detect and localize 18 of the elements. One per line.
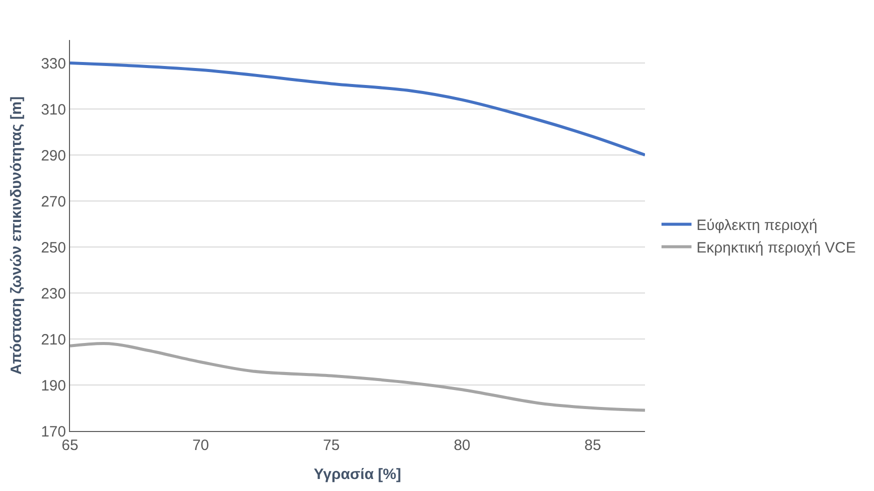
x-tick-label: 80 (454, 437, 470, 454)
y-tick-label: 310 (40, 101, 66, 118)
y-tick-label: 210 (40, 331, 66, 348)
y-tick-label: 270 (40, 193, 66, 210)
line-series (70, 342, 645, 412)
x-tick-label: 85 (584, 437, 602, 454)
line-series (70, 62, 645, 156)
x-axis-title: Υγρασία [%] (314, 466, 402, 483)
y-tick-label: 330 (40, 55, 66, 72)
y-tick-label: 190 (40, 377, 66, 394)
x-tick-label: 70 (192, 437, 210, 454)
legend-label: Εύφλεκτη περιοχή (696, 217, 818, 234)
x-tick-label: 75 (323, 437, 340, 454)
y-tick-label: 250 (40, 239, 66, 256)
y-tick-label: 290 (40, 147, 66, 164)
legend-label: Εκρηκτική περιοχή VCE (696, 240, 856, 257)
y-axis-title: Απόσταση ζωνών επικινδυνότητας [m] (8, 96, 26, 375)
y-tick-label: 230 (40, 285, 66, 302)
